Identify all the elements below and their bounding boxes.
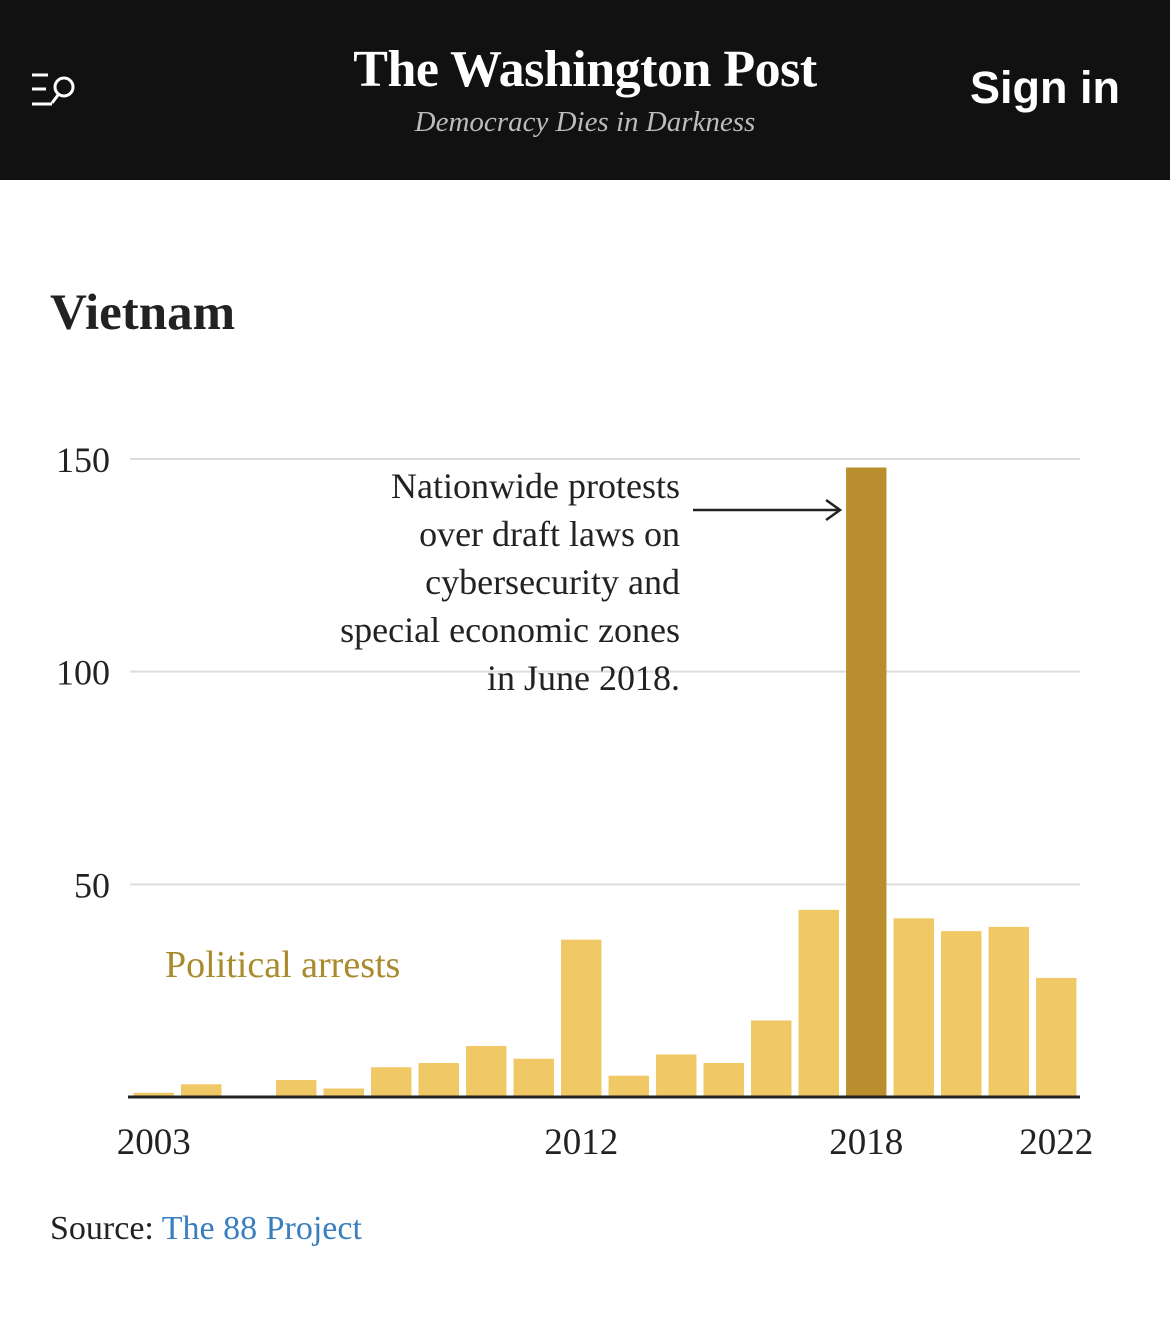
masthead-tagline: Democracy Dies in Darkness — [414, 106, 756, 138]
bar-2015 — [703, 1062, 744, 1097]
annotation-line: cybersecurity and — [425, 562, 680, 602]
annotation-line: over draft laws on — [419, 514, 680, 554]
x-tick-label: 2003 — [117, 1122, 191, 1163]
bar-2007 — [323, 1088, 364, 1097]
bar-2021 — [988, 926, 1029, 1097]
bar-2011 — [513, 1058, 554, 1097]
annotation-arrowhead — [825, 498, 843, 522]
series-label: Political arrests — [165, 944, 400, 986]
chart-title: Vietnam — [50, 285, 236, 341]
bar-2020 — [941, 931, 982, 1097]
annotation-line: Nationwide protests — [391, 466, 680, 506]
bar-2014 — [656, 1054, 697, 1097]
bar-2010 — [466, 1045, 507, 1097]
bar-2016 — [751, 1020, 792, 1097]
bar-2009 — [418, 1062, 459, 1097]
bar-2008 — [371, 1067, 412, 1097]
political-arrests-chart: 50 100 150 2003 2012 2018 2022 Political arrest… — [56, 440, 1093, 1163]
y-tick-label: 50 — [74, 865, 110, 905]
x-tick-label: 2022 — [1019, 1122, 1093, 1163]
sign-in-button[interactable]: Sign in — [970, 62, 1120, 113]
source-line: Source: The 88 Project — [50, 1210, 362, 1248]
bar-2003 — [133, 1092, 174, 1097]
source-link[interactable]: The 88 Project — [161, 1210, 362, 1247]
x-tick-label: 2018 — [829, 1122, 903, 1163]
bar-2017 — [798, 909, 839, 1097]
annotation-line: in June 2018. — [487, 658, 680, 698]
annotation-text: Nationwide protests over draft laws on cyb… — [340, 466, 680, 698]
annotation-line: special economic zones — [340, 610, 680, 650]
x-tick-label: 2012 — [544, 1122, 618, 1163]
bar-2019 — [893, 918, 934, 1097]
bar-2006 — [276, 1079, 317, 1097]
bar-2004 — [181, 1084, 222, 1097]
y-tick-label: 100 — [56, 653, 110, 693]
menu-search-icon[interactable] — [30, 70, 80, 110]
source-prefix: Source: — [50, 1210, 162, 1247]
y-tick-label: 150 — [56, 440, 110, 480]
masthead-logo[interactable]: The Washington Post — [353, 41, 817, 98]
bar-2013 — [608, 1075, 649, 1097]
site-header: The Washington Post Democracy Dies in Da… — [0, 0, 1170, 180]
bar-2022 — [1036, 977, 1077, 1097]
bar-2018 — [846, 467, 887, 1097]
bar-2012 — [561, 939, 602, 1097]
